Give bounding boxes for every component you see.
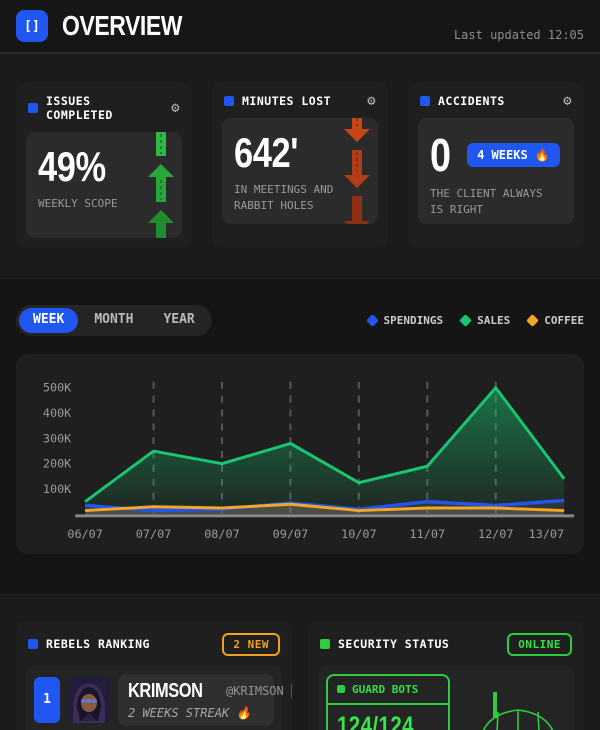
player-handle: @KRIMSON bbox=[225, 683, 284, 698]
x-tick-label: 07/07 bbox=[136, 527, 172, 541]
y-tick-label: 200K bbox=[43, 457, 72, 471]
ranking-list: 1 KRIMSON @KRIMSON 148 POI bbox=[26, 665, 292, 730]
guard-bots-header: GUARD BOTS bbox=[328, 676, 448, 705]
card-bullet-icon bbox=[28, 103, 38, 113]
points-badge: 148 POINTS bbox=[290, 679, 292, 702]
player-streak: 2 WEEKS STREAK 🔥 bbox=[128, 705, 252, 720]
online-status-badge: ONLINE bbox=[507, 632, 572, 656]
x-tick-label: 08/07 bbox=[204, 527, 240, 541]
tab-week[interactable]: WEEK bbox=[19, 308, 79, 333]
gear-icon[interactable]: ⚙ bbox=[563, 93, 572, 109]
legend-label: SPENDINGS bbox=[383, 313, 444, 327]
stat-card-accidents: ACCIDENTS ⚙ 0 4 WEEKS 🔥 THE CLIENT ALWAY… bbox=[408, 82, 584, 248]
gear-icon[interactable]: ⚙ bbox=[171, 100, 180, 116]
x-tick-label: 12/07 bbox=[478, 527, 514, 541]
diamond-icon bbox=[459, 314, 472, 327]
card-bullet-icon bbox=[420, 96, 430, 106]
performance-chart: 500K 400K 300K 200K 100K 06/07 07/07 08/07 09/07… bbox=[43, 381, 575, 541]
rebels-ranking-card: REBELS RANKING 2 NEW 1 bbox=[16, 620, 292, 730]
card-bullet-icon bbox=[224, 96, 234, 106]
security-header: SECURITY STATUS ONLINE bbox=[308, 621, 584, 666]
stat-panel: 0 4 WEEKS 🔥 THE CLIENT ALWAYS IS RIGHT bbox=[418, 118, 574, 224]
stat-value: 0 bbox=[430, 129, 451, 181]
stat-caption: IN MEETINGS AND RABBIT HOLES bbox=[234, 183, 334, 212]
weeks-streak-badge: 4 WEEKS 🔥 bbox=[467, 143, 560, 167]
status-square-icon bbox=[337, 685, 345, 694]
card-bullet-icon bbox=[320, 639, 330, 650]
stat-panel: 49% WEEKLY SCOPE bbox=[26, 132, 182, 238]
last-updated-text: Last updated 12:05 bbox=[453, 28, 584, 42]
legend-label: SALES bbox=[477, 313, 511, 327]
player-info: KRIMSON @KRIMSON 148 POINTS 2 WEEKS STRE… bbox=[118, 673, 292, 726]
y-tick-label: 400K bbox=[43, 406, 72, 420]
x-tick-label: 13/07 bbox=[529, 527, 565, 541]
stat-panel: 642' IN MEETINGS AND RABBIT HOLES bbox=[222, 118, 378, 224]
diamond-icon bbox=[365, 314, 379, 327]
chart-toolbar: WEEK MONTH YEAR SPENDINGS SALES COFFEE bbox=[16, 305, 584, 336]
y-tick-label: 500K bbox=[43, 381, 72, 395]
stats-section: ISSUES COMPLETED ⚙ 49% WEEKLY SCOPE MINU… bbox=[0, 54, 600, 279]
avatar bbox=[68, 676, 110, 723]
legend-label: COFFEE bbox=[544, 313, 584, 327]
legend-item-spendings[interactable]: SPENDINGS bbox=[365, 313, 444, 327]
y-tick-label: 300K bbox=[43, 431, 72, 445]
security-title: SECURITY STATUS bbox=[338, 637, 450, 652]
bottom-section: REBELS RANKING 2 NEW 1 bbox=[0, 594, 600, 730]
gear-icon[interactable]: ⚙ bbox=[367, 93, 376, 109]
security-status-card: SECURITY STATUS ONLINE GUARD BOTS 124/12… bbox=[308, 620, 584, 730]
period-tabs: WEEK MONTH YEAR bbox=[16, 305, 212, 336]
trend-down-arrows-icon bbox=[344, 118, 370, 224]
guard-bots-count: 124/124 bbox=[337, 711, 414, 730]
rebels-header: REBELS RANKING 2 NEW bbox=[16, 621, 292, 666]
legend-item-coffee[interactable]: COFFEE bbox=[526, 313, 584, 327]
player-name: KRIMSON bbox=[128, 679, 203, 702]
rebels-title: REBELS RANKING bbox=[46, 637, 150, 652]
chart-section: WEEK MONTH YEAR SPENDINGS SALES COFFEE 5… bbox=[0, 279, 600, 595]
stat-card-title: ACCIDENTS bbox=[438, 94, 505, 108]
list-item[interactable]: 1 KRIMSON @KRIMSON 148 POI bbox=[34, 673, 292, 726]
performance-chart-card: 500K 400K 300K 200K 100K 06/07 07/07 08/07 09/07… bbox=[16, 353, 584, 554]
stat-value-row: 0 4 WEEKS 🔥 bbox=[430, 132, 562, 178]
chart-legend: SPENDINGS SALES COFFEE bbox=[365, 313, 584, 327]
stat-card-minutes-lost: MINUTES LOST ⚙ 642' IN MEETINGS AND RABB… bbox=[212, 82, 388, 248]
guard-bots-box: GUARD BOTS 124/124 [RUNNING...] bbox=[326, 673, 450, 730]
security-panel: GUARD BOTS 124/124 [RUNNING...] bbox=[318, 665, 574, 730]
rank-number: 1 bbox=[34, 676, 60, 723]
stat-caption: WEEKLY SCOPE bbox=[38, 197, 118, 210]
app-header: [] OVERVIEW Last updated 12:05 bbox=[0, 0, 600, 54]
guard-bots-body: 124/124 [RUNNING...] bbox=[328, 705, 448, 730]
card-bullet-icon bbox=[28, 639, 38, 650]
y-tick-label: 100K bbox=[43, 482, 72, 496]
guard-bots-title: GUARD BOTS bbox=[352, 682, 419, 696]
x-tick-label: 06/07 bbox=[67, 527, 103, 541]
stat-caption: THE CLIENT ALWAYS IS RIGHT bbox=[430, 187, 543, 216]
app-logo-icon: [] bbox=[16, 10, 48, 42]
stat-card-title: ISSUES COMPLETED bbox=[46, 94, 113, 122]
stat-value: 642' bbox=[234, 129, 299, 176]
trend-up-arrows-icon bbox=[148, 132, 174, 238]
tab-year[interactable]: YEAR bbox=[163, 312, 195, 327]
x-tick-label: 09/07 bbox=[273, 527, 309, 541]
diamond-icon bbox=[526, 314, 540, 327]
player-name-line: KRIMSON @KRIMSON 148 POINTS bbox=[128, 679, 292, 702]
stat-card-header: ACCIDENTS ⚙ bbox=[408, 82, 584, 118]
new-count-badge: 2 NEW bbox=[222, 632, 280, 656]
stat-card-issues-completed: ISSUES COMPLETED ⚙ 49% WEEKLY SCOPE bbox=[16, 82, 192, 248]
x-tick-label: 11/07 bbox=[410, 527, 446, 541]
stat-card-title: MINUTES LOST bbox=[242, 94, 332, 108]
stat-card-header: ISSUES COMPLETED ⚙ bbox=[16, 82, 192, 132]
tab-month[interactable]: MONTH bbox=[94, 312, 134, 327]
legend-item-sales[interactable]: SALES bbox=[459, 313, 511, 327]
stat-card-header: MINUTES LOST ⚙ bbox=[212, 82, 388, 118]
stat-value: 49% bbox=[38, 143, 106, 190]
logo-glyph: [] bbox=[24, 18, 40, 34]
guard-bot-wireframe-icon bbox=[468, 690, 568, 730]
x-tick-label: 10/07 bbox=[341, 527, 377, 541]
page-title: OVERVIEW bbox=[62, 10, 183, 41]
